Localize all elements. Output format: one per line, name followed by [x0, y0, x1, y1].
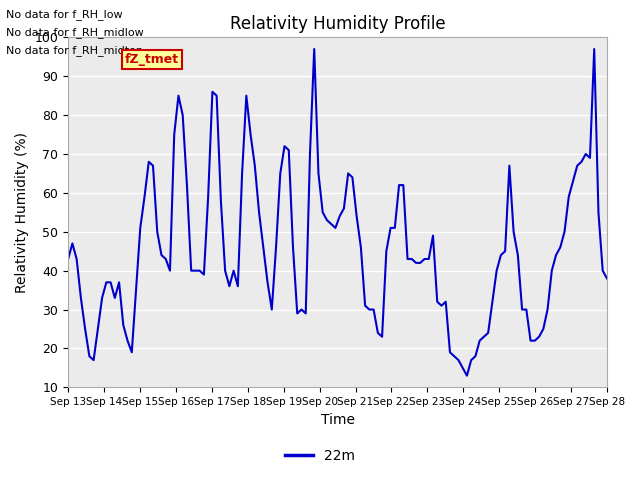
Text: No data for f_RH_midtop: No data for f_RH_midtop	[6, 45, 143, 56]
Title: Relativity Humidity Profile: Relativity Humidity Profile	[230, 15, 445, 33]
Text: fZ_tmet: fZ_tmet	[125, 53, 179, 66]
Legend: 22m: 22m	[280, 443, 360, 468]
X-axis label: Time: Time	[321, 413, 355, 427]
Text: No data for f_RH_midlow: No data for f_RH_midlow	[6, 27, 144, 38]
Text: No data for f_RH_low: No data for f_RH_low	[6, 9, 123, 20]
Y-axis label: Relativity Humidity (%): Relativity Humidity (%)	[15, 132, 29, 293]
